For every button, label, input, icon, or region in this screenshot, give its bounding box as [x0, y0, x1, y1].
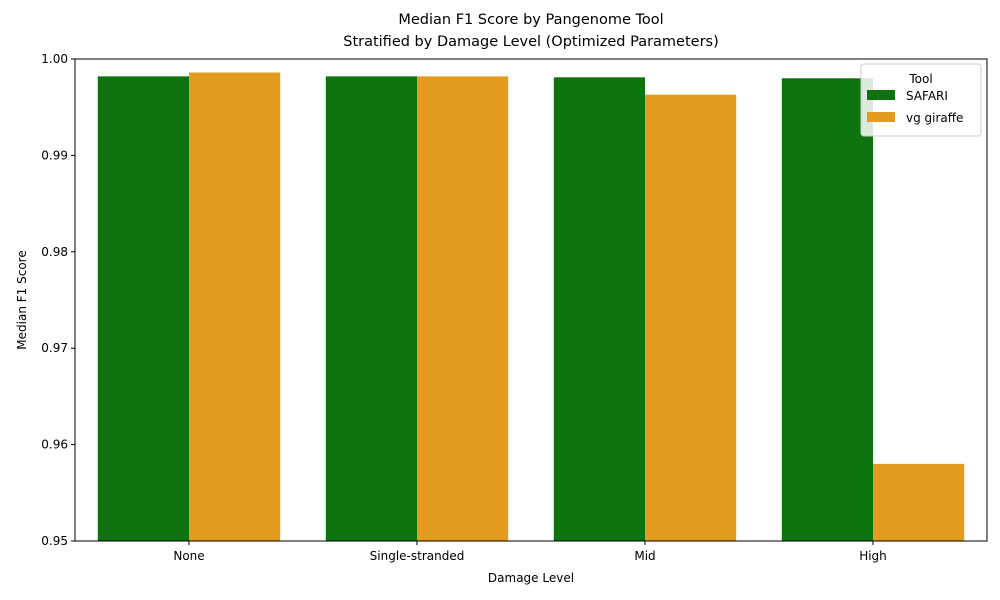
bar-vg-giraffe-single-stranded: [417, 76, 509, 542]
x-tick-label: Mid: [634, 549, 655, 563]
x-tick-label: Single-stranded: [370, 549, 465, 563]
chart-title: Median F1 Score by Pangenome Tool: [398, 12, 663, 28]
y-tick-label: 1.00: [41, 52, 68, 66]
legend: Tool SAFARI vg giraffe: [860, 63, 982, 137]
y-tick-label: 0.97: [41, 341, 68, 355]
legend-swatch-vg-giraffe: [867, 112, 895, 122]
bar-safari-mid: [553, 77, 645, 541]
legend-title: Tool: [908, 72, 932, 86]
legend-label-vg-giraffe: vg giraffe: [906, 111, 963, 125]
x-tick-label: High: [859, 549, 887, 563]
y-axis-label: Median F1 Score: [15, 250, 29, 349]
x-axis-label: Damage Level: [488, 571, 574, 585]
bar-safari-none: [97, 76, 189, 542]
bar-vg-giraffe-high: [873, 463, 965, 541]
x-axis-ticks: None Single-stranded Mid High: [173, 541, 887, 563]
bar-safari-single-stranded: [325, 76, 417, 542]
bars-group: [97, 72, 965, 542]
y-axis-ticks: 0.95 0.96 0.97 0.98 0.99 1.00: [41, 52, 75, 548]
x-tick-label: None: [173, 549, 204, 563]
y-tick-label: 0.95: [41, 534, 68, 548]
plot-frame: [74, 58, 988, 542]
y-tick-label: 0.98: [41, 245, 68, 259]
chart-subtitle: Stratified by Damage Level (Optimized Pa…: [343, 34, 719, 50]
y-tick-label: 0.96: [41, 438, 68, 452]
bar-safari-high: [781, 78, 873, 541]
bar-vg-giraffe-mid: [645, 94, 737, 541]
legend-label-safari: SAFARI: [906, 89, 948, 103]
y-tick-label: 0.99: [41, 148, 68, 162]
legend-swatch-safari: [867, 90, 895, 100]
bar-vg-giraffe-none: [189, 72, 281, 541]
